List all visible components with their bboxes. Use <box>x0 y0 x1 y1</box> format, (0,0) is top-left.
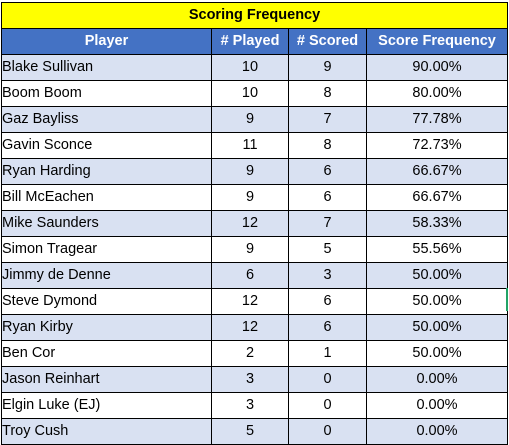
player-cell[interactable]: Ryan Harding <box>1 158 212 185</box>
scored-cell[interactable]: 8 <box>288 80 367 107</box>
table-row: Simon Tragear 9 5 55.56% <box>1 236 509 263</box>
frequency-cell[interactable]: 90.00% <box>365 54 509 81</box>
frequency-cell[interactable]: 50.00% <box>365 314 509 341</box>
frequency-cell[interactable]: 50.00% <box>365 340 509 367</box>
scored-cell[interactable]: 5 <box>288 236 367 263</box>
table-row: Jimmy de Denne 6 3 50.00% <box>1 262 509 289</box>
table-row: Troy Cush 5 0 0.00% <box>1 418 509 445</box>
player-cell[interactable]: Mike Saunders <box>1 210 212 237</box>
player-cell[interactable]: Elgin Luke (EJ) <box>1 392 212 419</box>
scored-cell[interactable]: 0 <box>288 392 367 419</box>
frequency-cell[interactable]: 50.00% <box>365 262 509 289</box>
header-score-frequency[interactable]: Score Frequency <box>365 28 509 55</box>
table-body: Blake Sullivan 10 9 90.00% Boom Boom 10 8 80.00… <box>1 54 509 445</box>
frequency-cell[interactable]: 50.00% <box>365 288 509 315</box>
played-cell[interactable]: 9 <box>211 236 289 263</box>
player-cell[interactable]: Blake Sullivan <box>1 54 212 81</box>
table-row: Bill McEachen 9 6 66.67% <box>1 184 509 211</box>
player-cell[interactable]: Simon Tragear <box>1 236 212 263</box>
scored-cell[interactable]: 3 <box>288 262 367 289</box>
table-row: Boom Boom 10 8 80.00% <box>1 80 509 107</box>
player-cell[interactable]: Gaz Bayliss <box>1 106 212 133</box>
played-cell[interactable]: 3 <box>211 392 289 419</box>
table-row: Gavin Sconce 11 8 72.73% <box>1 132 509 159</box>
played-cell[interactable]: 5 <box>211 418 289 445</box>
scored-cell[interactable]: 7 <box>288 106 367 133</box>
scored-cell[interactable]: 1 <box>288 340 367 367</box>
header-row: Player # Played # Scored Score Frequency <box>1 28 509 55</box>
player-cell[interactable]: Steve Dymond <box>1 288 212 315</box>
player-cell[interactable]: Gavin Sconce <box>1 132 212 159</box>
table-row: Mike Saunders 12 7 58.33% <box>1 210 509 237</box>
player-cell[interactable]: Ryan Kirby <box>1 314 212 341</box>
scored-cell[interactable]: 0 <box>288 418 367 445</box>
played-cell[interactable]: 2 <box>211 340 289 367</box>
scored-cell[interactable]: 6 <box>288 158 367 185</box>
scored-cell[interactable]: 9 <box>288 54 367 81</box>
table-row: Ryan Harding 9 6 66.67% <box>1 158 509 185</box>
scored-cell[interactable]: 0 <box>288 366 367 393</box>
frequency-cell[interactable]: 0.00% <box>365 366 509 393</box>
frequency-cell[interactable]: 72.73% <box>365 132 509 159</box>
table-row: Ryan Kirby 12 6 50.00% <box>1 314 509 341</box>
frequency-cell[interactable]: 55.56% <box>365 236 509 263</box>
frequency-cell[interactable]: 66.67% <box>365 184 509 211</box>
scored-cell[interactable]: 6 <box>288 314 367 341</box>
table-title[interactable]: Scoring Frequency <box>0 2 509 29</box>
played-cell[interactable]: 12 <box>211 210 289 237</box>
played-cell[interactable]: 12 <box>211 288 289 315</box>
frequency-cell[interactable]: 0.00% <box>365 418 509 445</box>
table-row: Jason Reinhart 3 0 0.00% <box>1 366 509 393</box>
selection-edge-marker <box>506 288 508 311</box>
played-cell[interactable]: 3 <box>211 366 289 393</box>
frequency-cell[interactable]: 66.67% <box>365 158 509 185</box>
played-cell[interactable]: 10 <box>211 54 289 81</box>
table-row: Gaz Bayliss 9 7 77.78% <box>1 106 509 133</box>
played-cell[interactable]: 10 <box>211 80 289 107</box>
scored-cell[interactable]: 6 <box>288 288 367 315</box>
frequency-cell[interactable]: 77.78% <box>365 106 509 133</box>
table-row: Elgin Luke (EJ) 3 0 0.00% <box>1 392 509 419</box>
played-cell[interactable]: 9 <box>211 184 289 211</box>
frequency-cell[interactable]: 80.00% <box>365 80 509 107</box>
played-cell[interactable]: 9 <box>211 106 289 133</box>
table-row: Blake Sullivan 10 9 90.00% <box>1 54 509 81</box>
scored-cell[interactable]: 7 <box>288 210 367 237</box>
header-scored[interactable]: # Scored <box>288 28 367 55</box>
played-cell[interactable]: 12 <box>211 314 289 341</box>
player-cell[interactable]: Boom Boom <box>1 80 212 107</box>
frequency-cell[interactable]: 0.00% <box>365 392 509 419</box>
player-cell[interactable]: Troy Cush <box>1 418 212 445</box>
player-cell[interactable]: Bill McEachen <box>1 184 212 211</box>
title-row: Scoring Frequency <box>0 2 509 29</box>
player-cell[interactable]: Ben Cor <box>1 340 212 367</box>
played-cell[interactable]: 6 <box>211 262 289 289</box>
header-player[interactable]: Player <box>1 28 212 55</box>
header-played[interactable]: # Played <box>211 28 289 55</box>
frequency-cell[interactable]: 58.33% <box>365 210 509 237</box>
scored-cell[interactable]: 6 <box>288 184 367 211</box>
table-row: Ben Cor 2 1 50.00% <box>1 340 509 367</box>
played-cell[interactable]: 11 <box>211 132 289 159</box>
scored-cell[interactable]: 8 <box>288 132 367 159</box>
player-cell[interactable]: Jason Reinhart <box>1 366 212 393</box>
player-cell[interactable]: Jimmy de Denne <box>1 262 212 289</box>
played-cell[interactable]: 9 <box>211 158 289 185</box>
table-row: Steve Dymond 12 6 50.00% <box>1 288 509 315</box>
